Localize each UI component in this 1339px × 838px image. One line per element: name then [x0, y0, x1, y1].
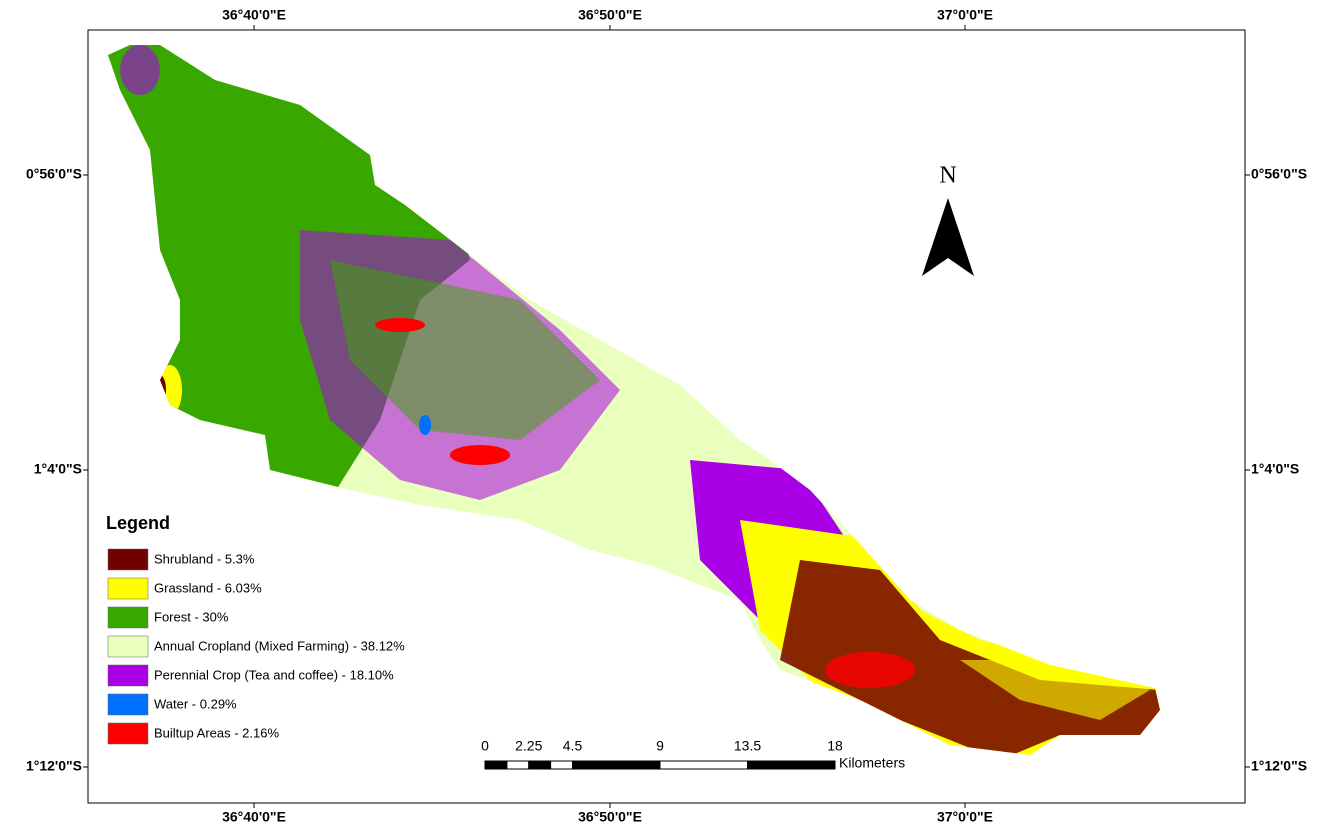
- top-coord: 36°40'0"E: [222, 7, 286, 23]
- bottom-coord: 36°40'0"E: [222, 809, 286, 825]
- legend-title: Legend: [106, 513, 170, 533]
- legend-label: Grassland - 6.03%: [154, 580, 262, 595]
- legend-label: Forest - 30%: [154, 609, 229, 624]
- scale-label: 18: [827, 738, 843, 754]
- scale-label: 4.5: [563, 738, 583, 754]
- legend-swatch: [108, 636, 148, 657]
- legend-swatch: [108, 607, 148, 628]
- top-coord: 37°0'0"E: [937, 7, 993, 23]
- north-label: N: [939, 163, 956, 189]
- scale-label: 2.25: [515, 738, 542, 754]
- map: N Legend Shrubland - 5.3% Grassland - 6.0…: [0, 0, 1339, 833]
- legend: Shrubland - 5.3% Grassland - 6.03% Forest …: [108, 549, 405, 744]
- legend-swatch: [108, 694, 148, 715]
- right-coord: 1°4'0"S: [1251, 461, 1299, 477]
- scale-label: 0: [481, 738, 489, 754]
- north-arrow: [922, 198, 974, 276]
- legend-label: Water - 0.29%: [154, 696, 237, 711]
- scale-segment: [507, 761, 529, 769]
- left-coord: 1°12'0"S: [26, 758, 82, 774]
- legend-swatch: [108, 723, 148, 744]
- scale-segment: [529, 761, 551, 769]
- scale-segment: [485, 761, 507, 769]
- top-coord: 36°50'0"E: [578, 7, 642, 23]
- legend-swatch: [108, 578, 148, 599]
- legend-label: Builtup Areas - 2.16%: [154, 725, 279, 740]
- right-coord: 0°56'0"S: [1251, 166, 1307, 182]
- left-coord: 1°4'0"S: [34, 461, 82, 477]
- legend-swatch: [108, 665, 148, 686]
- bottom-coord: 37°0'0"E: [937, 809, 993, 825]
- scale-unit: Kilometers: [839, 755, 905, 771]
- legend-label: Perennial Crop (Tea and coffee) - 18.10%: [154, 667, 394, 682]
- scale-label: 9: [656, 738, 664, 754]
- legend-swatch: [108, 549, 148, 570]
- legend-label: Annual Cropland (Mixed Farming) - 38.12%: [154, 638, 405, 653]
- scale-segment: [748, 761, 836, 769]
- scale-label: 13.5: [734, 738, 761, 754]
- scale-segment: [660, 761, 748, 769]
- scale-segment: [573, 761, 661, 769]
- legend-label: Shrubland - 5.3%: [154, 551, 255, 566]
- left-coord: 0°56'0"S: [26, 166, 82, 182]
- scale-segment: [551, 761, 573, 769]
- bottom-coord: 36°50'0"E: [578, 809, 642, 825]
- right-coord: 1°12'0"S: [1251, 758, 1307, 774]
